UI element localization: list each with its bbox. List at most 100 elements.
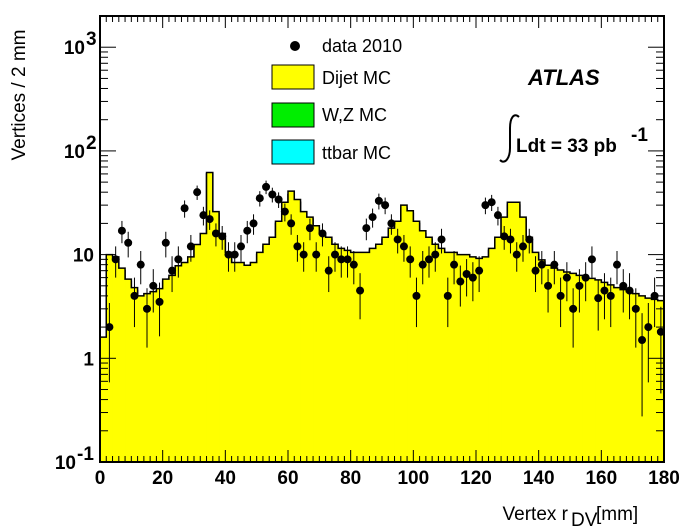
dijet-bar <box>382 237 389 462</box>
y-tick-label: 10 <box>73 246 94 267</box>
dijet-bar <box>494 237 502 462</box>
dijet-bar <box>601 282 608 462</box>
x-axis-unit: [mm] <box>596 504 638 525</box>
dijet-bar <box>526 237 533 462</box>
dijet-bar <box>331 244 339 462</box>
data-point <box>456 277 465 286</box>
data-point <box>362 224 371 233</box>
data-point <box>412 291 421 300</box>
dijet-bar <box>501 217 508 462</box>
dijet-bar <box>306 217 314 462</box>
data-point <box>230 250 239 259</box>
dijet-bar <box>375 244 383 462</box>
dijet-bar <box>519 217 527 462</box>
dijet-bar <box>513 202 521 462</box>
dijet-bar <box>125 279 132 462</box>
data-point <box>324 266 333 275</box>
data-point <box>638 336 647 345</box>
y-tick-label-exponent: 2 <box>86 133 97 154</box>
dijet-bar <box>244 265 251 462</box>
x-tick-label: 80 <box>340 468 361 489</box>
data-point <box>443 291 452 300</box>
dijet-bar <box>620 289 627 462</box>
dijet-bar <box>137 295 145 462</box>
dijet-bar <box>563 271 571 462</box>
data-point <box>531 266 540 275</box>
data-point <box>550 260 559 269</box>
data-point <box>224 250 233 259</box>
dijet-bar <box>350 252 358 462</box>
y-tick-label: 10 <box>64 142 85 163</box>
data-point <box>431 250 440 259</box>
data-point <box>462 270 471 279</box>
data-point <box>111 255 120 264</box>
dijet-bar <box>632 293 640 462</box>
data-point <box>318 229 327 238</box>
dijet-bar <box>613 287 621 462</box>
dijet-bar <box>476 258 483 462</box>
data-point <box>569 304 578 313</box>
data-point <box>343 255 352 264</box>
data-point <box>600 286 609 295</box>
dijet-bar <box>607 284 615 462</box>
x-axis-title: Vertex r DV [mm] <box>503 504 639 530</box>
data-point <box>581 273 590 282</box>
data-point <box>381 201 390 210</box>
dijet-bar <box>250 262 258 462</box>
data-point <box>199 211 208 220</box>
data-point <box>519 242 527 251</box>
data-point <box>143 304 151 313</box>
dijet-bar <box>369 248 377 462</box>
data-point <box>562 273 571 282</box>
dijet-bar <box>482 256 489 462</box>
data-point <box>650 291 659 300</box>
data-point <box>331 250 339 259</box>
data-point <box>450 260 459 269</box>
dijet-bar <box>450 252 458 462</box>
data-point <box>186 242 195 251</box>
x-tick-label: 0 <box>95 468 106 489</box>
data-point <box>374 196 383 205</box>
dijet-bar <box>388 228 395 462</box>
data-point <box>500 232 509 241</box>
dijet-bar <box>338 248 345 462</box>
atlas-label: ATLAS <box>527 65 600 90</box>
dijet-bar <box>237 262 245 462</box>
dijet-bar <box>112 256 120 462</box>
dijet-bar <box>532 252 540 462</box>
legend-marker-data <box>290 41 300 51</box>
y-tick-label: 1 <box>83 349 94 370</box>
data-point <box>124 238 133 247</box>
dijet-bar <box>281 202 289 462</box>
x-tick-label: 160 <box>585 468 617 489</box>
data-point <box>656 327 665 336</box>
data-point <box>487 198 496 207</box>
dijet-bar <box>507 202 514 462</box>
dijet-bar <box>432 244 439 462</box>
y-tick-label: 10 <box>55 453 76 474</box>
data-point <box>399 242 408 251</box>
data-point <box>418 260 427 269</box>
data-point <box>161 238 170 247</box>
dijet-bar <box>582 277 590 462</box>
dijet-bar <box>444 252 452 462</box>
data-point <box>493 211 502 220</box>
data-point <box>481 201 490 210</box>
dijet-bar <box>469 256 477 462</box>
dijet-outline <box>99 171 664 462</box>
data-point <box>117 226 126 235</box>
data-point <box>506 235 515 244</box>
data-point <box>512 250 521 259</box>
legend-swatch-ttbar <box>271 139 315 165</box>
data-point <box>425 255 433 264</box>
dijet-bar <box>200 233 207 462</box>
integral-sign-icon <box>499 114 520 163</box>
data-point <box>262 182 271 191</box>
data-point <box>149 281 158 290</box>
legend-label-wz: W,Z MC <box>322 105 387 125</box>
dijet-bar <box>168 275 176 462</box>
dijet-bar <box>419 230 427 462</box>
data-point <box>299 250 308 259</box>
dijet-bar <box>162 279 170 462</box>
data-point <box>387 219 396 228</box>
